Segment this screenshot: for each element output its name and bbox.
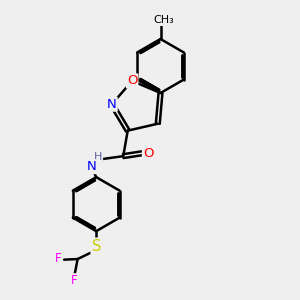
Text: CH₃: CH₃	[153, 15, 174, 25]
Text: N: N	[86, 160, 96, 173]
Text: O: O	[127, 74, 137, 87]
Text: F: F	[55, 252, 62, 265]
Text: F: F	[71, 274, 78, 287]
Text: O: O	[143, 147, 153, 160]
Text: S: S	[92, 238, 101, 253]
Text: H: H	[94, 152, 102, 162]
Text: N: N	[107, 98, 117, 111]
